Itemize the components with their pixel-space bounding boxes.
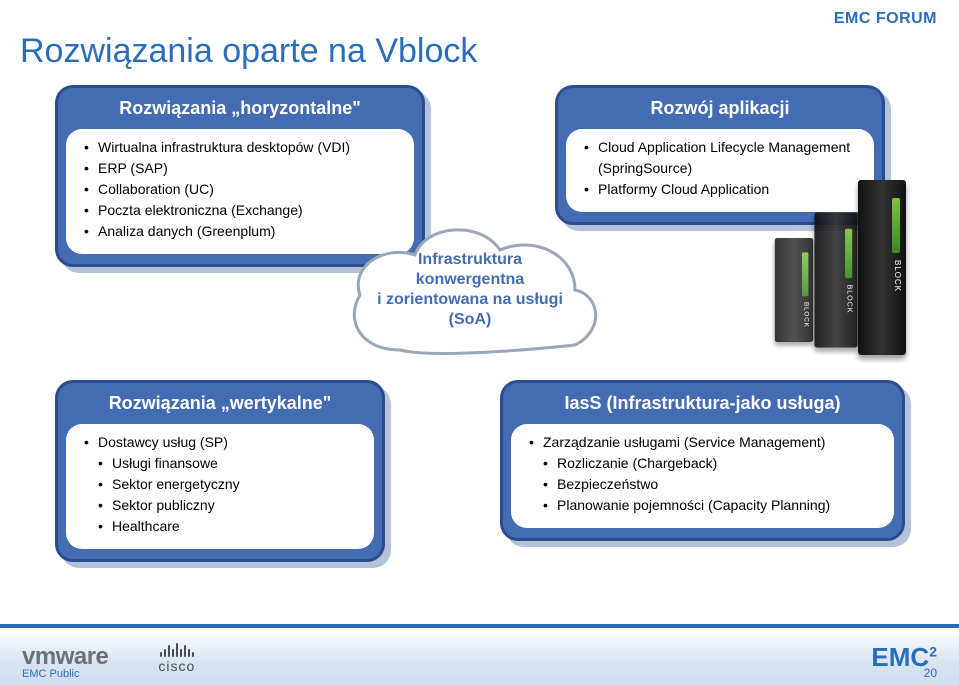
footer-classification: EMC Public: [22, 668, 79, 680]
cisco-text: cisco: [158, 658, 195, 674]
list-item: Rozliczanie (Chargeback): [527, 453, 884, 474]
cloud-line: konwergentna: [416, 271, 524, 288]
list-item: Sektor publiczny: [82, 495, 364, 516]
card-horizontal-solutions: Rozwiązania „horyzontalne" Wirtualna inf…: [55, 85, 425, 267]
rack-label: BLOCK: [890, 260, 902, 292]
card-body: Dostawcy usług (SP) Usługi finansowe Sek…: [66, 424, 374, 549]
cisco-logo: cisco: [158, 641, 195, 674]
page-number: 20: [924, 666, 937, 680]
card-body: Zarządzanie usługami (Service Management…: [511, 424, 894, 528]
page-title: Rozwiązania oparte na Vblock: [20, 32, 477, 71]
bullet-list: Dostawcy usług (SP) Usługi finansowe Sek…: [76, 432, 364, 537]
list-item: Poczta elektroniczna (Exchange): [82, 200, 404, 221]
bullet-list: Wirtualna infrastruktura desktopów (VDI)…: [76, 137, 404, 242]
cloud-line: Infrastruktura: [418, 251, 522, 268]
cisco-bars-icon: [160, 641, 194, 657]
list-item: ERP (SAP): [82, 158, 404, 179]
list-item: Analiza danych (Greenplum): [82, 221, 404, 242]
server-rack-icon: BLOCK: [858, 180, 906, 355]
card-title: Rozwiązania „horyzontalne": [58, 88, 422, 125]
card-title: Rozwój aplikacji: [558, 88, 882, 125]
list-item: Usługi finansowe: [82, 453, 364, 474]
footer: vmware cisco EMC2 EMC Public 20: [0, 624, 959, 686]
vmware-logo: vmware: [22, 643, 108, 671]
emc-forum-label: EMC FORUM: [834, 10, 937, 28]
rack-label: BLOCK: [843, 285, 854, 314]
list-item: Healthcare: [82, 516, 364, 537]
card-body: Wirtualna infrastruktura desktopów (VDI)…: [66, 129, 414, 254]
cloud-line: i zorientowana na usługi: [377, 291, 563, 308]
card-title: IasS (Infrastruktura-jako usługa): [503, 383, 902, 420]
list-item: Dostawcy usług (SP): [82, 432, 364, 453]
server-racks: BLOCK BLOCK BLOCK: [820, 155, 940, 355]
card-iaas: IasS (Infrastruktura-jako usługa) Zarząd…: [500, 380, 905, 541]
rack-label: BLOCK: [800, 302, 810, 328]
footer-content: vmware cisco EMC2: [0, 628, 959, 686]
list-item: Planowanie pojemności (Capacity Planning…: [527, 495, 884, 516]
card-title: Rozwiązania „wertykalne": [58, 383, 382, 420]
list-item: Zarządzanie usługami (Service Management…: [527, 432, 884, 453]
list-item: Bezpieczeństwo: [527, 474, 884, 495]
server-rack-icon: BLOCK: [814, 213, 857, 348]
cloud-line: (SoA): [449, 311, 492, 328]
list-item: Sektor energetyczny: [82, 474, 364, 495]
list-item: Wirtualna infrastruktura desktopów (VDI): [82, 137, 404, 158]
card-vertical-solutions: Rozwiązania „wertykalne" Dostawcy usług …: [55, 380, 385, 562]
server-rack-icon: BLOCK: [775, 238, 813, 342]
list-item: Collaboration (UC): [82, 179, 404, 200]
bullet-list: Zarządzanie usługami (Service Management…: [521, 432, 884, 516]
